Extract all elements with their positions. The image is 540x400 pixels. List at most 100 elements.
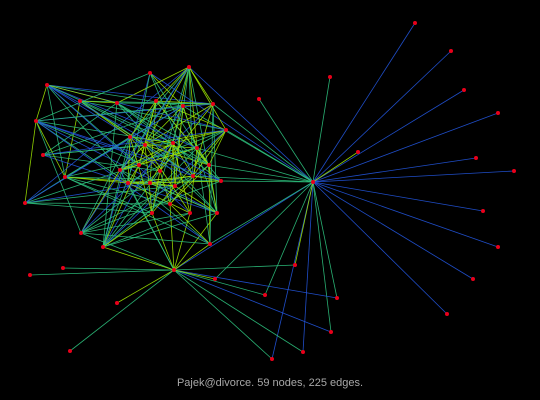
edge	[196, 147, 210, 166]
node	[215, 211, 219, 215]
edge	[119, 164, 140, 171]
node	[471, 277, 475, 281]
node	[187, 65, 191, 69]
edge	[29, 269, 175, 276]
edge	[159, 103, 214, 172]
node	[512, 169, 516, 173]
edge	[312, 181, 338, 299]
edge	[102, 136, 131, 248]
edge	[188, 66, 227, 131]
node	[496, 245, 500, 249]
edge	[172, 142, 191, 214]
edge	[173, 269, 304, 353]
node	[63, 175, 67, 179]
edge	[46, 84, 121, 171]
node	[188, 211, 192, 215]
node	[79, 231, 83, 235]
edge	[209, 181, 314, 245]
edge	[264, 181, 314, 296]
node	[126, 181, 130, 185]
node	[301, 350, 305, 354]
edge	[102, 212, 191, 248]
edge	[64, 176, 222, 182]
node	[154, 99, 158, 103]
edge	[294, 181, 314, 266]
node	[211, 102, 215, 106]
edge	[46, 84, 118, 104]
edge	[151, 105, 184, 214]
node	[257, 97, 261, 101]
node	[173, 184, 177, 188]
node	[171, 141, 175, 145]
node	[150, 211, 154, 215]
edge	[80, 232, 175, 271]
edge	[172, 142, 176, 187]
edge	[149, 142, 174, 184]
edge	[102, 212, 153, 248]
node	[45, 83, 49, 87]
node	[28, 273, 32, 277]
edge	[129, 100, 157, 138]
graph-caption: Pajek@divorce. 59 nodes, 225 edges.	[176, 377, 364, 389]
edge	[302, 181, 314, 353]
node	[115, 101, 119, 105]
edge	[173, 243, 211, 271]
edge	[312, 22, 416, 183]
node	[311, 180, 315, 184]
edge	[144, 100, 157, 146]
node	[137, 163, 141, 167]
node	[445, 312, 449, 316]
edge	[271, 181, 314, 360]
edge	[127, 175, 194, 184]
edge	[172, 129, 227, 144]
edge	[312, 181, 332, 333]
node	[148, 71, 152, 75]
edge	[192, 175, 222, 182]
edge	[79, 100, 227, 131]
node	[356, 150, 360, 154]
edge	[42, 154, 161, 172]
edge	[312, 170, 515, 183]
edge	[173, 269, 338, 299]
edge	[144, 144, 210, 166]
edge	[46, 84, 174, 144]
edge-layer	[24, 22, 515, 360]
edge	[80, 136, 131, 234]
edge	[64, 147, 198, 178]
edge	[119, 169, 211, 245]
edge	[102, 164, 210, 248]
edge	[24, 185, 176, 204]
edge	[312, 76, 331, 183]
node	[263, 293, 267, 297]
edge	[46, 84, 198, 149]
edge	[144, 103, 214, 146]
node	[118, 168, 122, 172]
edge	[127, 136, 131, 184]
node	[172, 268, 176, 272]
node	[143, 143, 147, 147]
edge	[116, 66, 190, 104]
edge	[102, 100, 157, 248]
node	[168, 202, 172, 206]
edge	[208, 164, 314, 183]
edge	[312, 181, 499, 248]
edge	[80, 232, 211, 245]
node	[41, 153, 45, 157]
edge	[312, 151, 359, 183]
edge	[174, 105, 184, 187]
edge	[151, 185, 176, 214]
edge	[173, 181, 314, 271]
edge	[46, 84, 222, 182]
node	[115, 301, 119, 305]
edge	[35, 120, 222, 182]
edge	[149, 100, 157, 184]
edge	[119, 169, 218, 214]
edge	[169, 66, 190, 205]
node	[270, 357, 274, 361]
node	[329, 330, 333, 334]
edge	[149, 175, 194, 184]
node	[61, 266, 65, 270]
edge	[79, 100, 214, 105]
node	[101, 245, 105, 249]
